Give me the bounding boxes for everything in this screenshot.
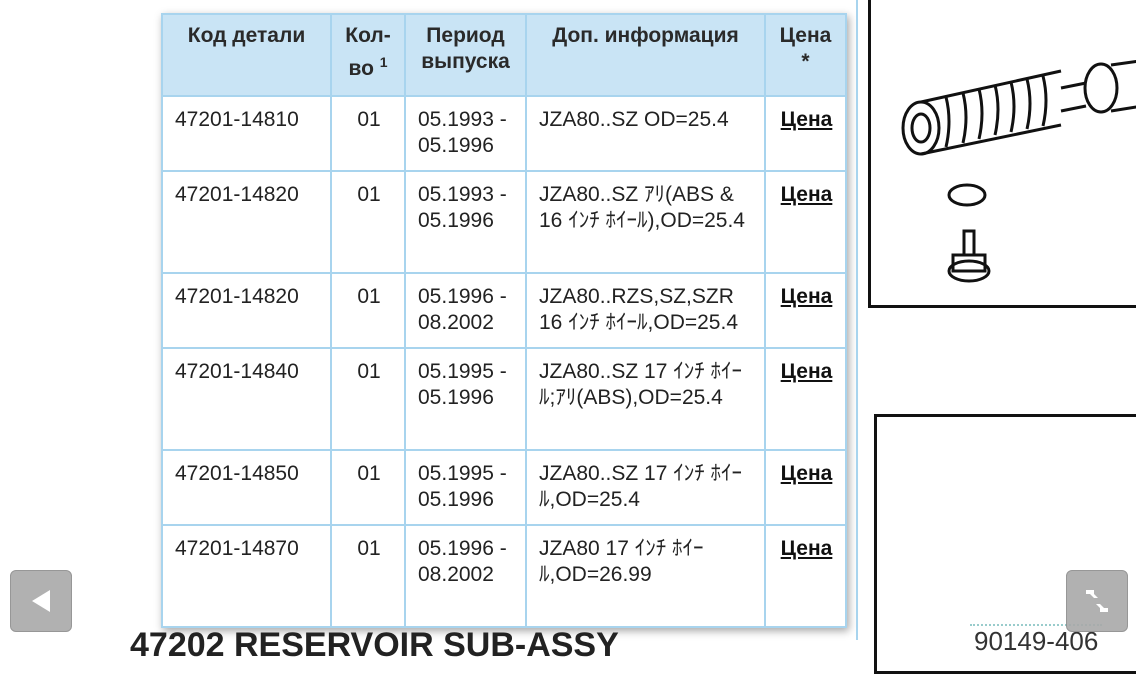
- price-link[interactable]: Цена: [780, 108, 833, 131]
- price-link[interactable]: Цена: [780, 285, 833, 308]
- quantity: 01: [357, 108, 381, 131]
- cell-price-link: Цена: [764, 347, 847, 451]
- cell-additional-info: JZA80 17 ｲﾝﾁ ﾎｲｰﾙ,OD=26.99: [525, 524, 766, 628]
- period: 05.1993 - 05.1996: [418, 183, 507, 232]
- table-row: 47201-14810 01 05.1993 - 05.1996 JZA80..SZ …: [161, 95, 847, 172]
- additional-info: JZA80..RZS,SZ,SZR 16 ｲﾝﾁ ﾎｲｰﾙ,OD=25.4: [539, 285, 738, 334]
- part-code: 47201-14820: [175, 285, 299, 308]
- cell-part-code: 47201-14820: [161, 272, 332, 349]
- cell-part-code: 47201-14870: [161, 524, 332, 628]
- part-code: 47201-14850: [175, 462, 299, 485]
- cell-quantity: 01: [330, 449, 406, 526]
- cell-quantity: 01: [330, 272, 406, 349]
- header-info: Доп. информация: [525, 13, 766, 97]
- price-link[interactable]: Цена: [780, 183, 833, 206]
- cell-price-link: Цена: [764, 95, 847, 172]
- cell-price-link: Цена: [764, 170, 847, 274]
- divider-line: [856, 0, 858, 640]
- parts-diagram: [868, 0, 1136, 308]
- table-row: 47201-14870 01 05.1996 - 08.2002 JZA80 17 ｲ…: [161, 524, 847, 628]
- back-button[interactable]: [10, 570, 72, 632]
- cell-period: 05.1993 - 05.1996: [404, 170, 527, 274]
- cell-part-code: 47201-14840: [161, 347, 332, 451]
- cell-price-link: Цена: [764, 272, 847, 349]
- header-period: Период выпуска: [404, 13, 527, 97]
- cell-part-code: 47201-14850: [161, 449, 332, 526]
- parts-table: Код детали Кол-во 1 Период выпуска Доп. …: [161, 13, 847, 628]
- additional-info: JZA80..SZ OD=25.4: [539, 108, 729, 131]
- cell-part-code: 47201-14820: [161, 170, 332, 274]
- period: 05.1996 - 08.2002: [418, 285, 507, 334]
- quantity: 01: [357, 537, 381, 560]
- cell-period: 05.1995 - 05.1996: [404, 347, 527, 451]
- price-link[interactable]: Цена: [780, 462, 833, 485]
- cell-quantity: 01: [330, 95, 406, 172]
- additional-info: JZA80..SZ ｱﾘ(ABS & 16 ｲﾝﾁ ﾎｲｰﾙ),OD=25.4: [539, 183, 745, 232]
- additional-info: JZA80..SZ 17 ｲﾝﾁ ﾎｲｰﾙ,OD=25.4: [539, 462, 743, 511]
- triangle-left-icon: [32, 590, 50, 612]
- cell-quantity: 01: [330, 347, 406, 451]
- cell-period: 05.1995 - 05.1996: [404, 449, 527, 526]
- header-code: Код детали: [161, 13, 332, 97]
- cell-additional-info: JZA80..SZ OD=25.4: [525, 95, 766, 172]
- period: 05.1995 - 05.1996: [418, 462, 507, 511]
- header-qty-label: Кол-во: [345, 24, 391, 80]
- table-row: 47201-14840 01 05.1995 - 05.1996 JZA80..SZ …: [161, 347, 847, 451]
- quantity: 01: [357, 285, 381, 308]
- quantity: 01: [357, 462, 381, 485]
- additional-info: JZA80..SZ 17 ｲﾝﾁ ﾎｲｰﾙ;ｱﾘ(ABS),OD=25.4: [539, 360, 743, 409]
- qty-footnote: 1: [379, 54, 388, 70]
- table-row: 47201-14820 01 05.1996 - 08.2002 JZA80..RZS…: [161, 272, 847, 349]
- table-row: 47201-14850 01 05.1995 - 05.1996 JZA80..SZ …: [161, 449, 847, 526]
- collapse-button[interactable]: [1066, 570, 1128, 632]
- price-link[interactable]: Цена: [780, 537, 833, 560]
- price-link[interactable]: Цена: [780, 360, 833, 383]
- cell-quantity: 01: [330, 170, 406, 274]
- master-cylinder-illustration: [901, 59, 1136, 283]
- quantity: 01: [357, 183, 381, 206]
- cell-additional-info: JZA80..SZ 17 ｲﾝﾁ ﾎｲｰﾙ,OD=25.4: [525, 449, 766, 526]
- header-price-label: Цена: [779, 24, 832, 47]
- cell-period: 05.1996 - 08.2002: [404, 272, 527, 349]
- cell-price-link: Цена: [764, 524, 847, 628]
- cell-price-link: Цена: [764, 449, 847, 526]
- additional-info: JZA80 17 ｲﾝﾁ ﾎｲｰﾙ,OD=26.99: [539, 537, 704, 586]
- quantity: 01: [357, 360, 381, 383]
- part-code: 47201-14840: [175, 360, 299, 383]
- period: 05.1995 - 05.1996: [418, 360, 507, 409]
- cell-quantity: 01: [330, 524, 406, 628]
- period: 05.1996 - 08.2002: [418, 537, 507, 586]
- cell-period: 05.1996 - 08.2002: [404, 524, 527, 628]
- shrink-arrows-icon: [1086, 590, 1108, 612]
- part-code: 47201-14820: [175, 183, 299, 206]
- period: 05.1993 - 05.1996: [418, 108, 507, 157]
- cell-period: 05.1993 - 05.1996: [404, 95, 527, 172]
- part-code: 47201-14870: [175, 537, 299, 560]
- price-footnote: *: [801, 50, 810, 73]
- part-code: 47201-14810: [175, 108, 299, 131]
- cell-additional-info: JZA80..SZ 17 ｲﾝﾁ ﾎｲｰﾙ;ｱﾘ(ABS),OD=25.4: [525, 347, 766, 451]
- header-qty: Кол-во 1: [330, 13, 406, 97]
- next-section-title[interactable]: 47202 RESERVOIR SUB-ASSY: [130, 626, 619, 664]
- cell-additional-info: JZA80..SZ ｱﾘ(ABS & 16 ｲﾝﾁ ﾎｲｰﾙ),OD=25.4: [525, 170, 766, 274]
- cell-part-code: 47201-14810: [161, 95, 332, 172]
- table-row: 47201-14820 01 05.1993 - 05.1996 JZA80..SZ …: [161, 170, 847, 274]
- header-price: Цена *: [764, 13, 847, 97]
- cell-additional-info: JZA80..RZS,SZ,SZR 16 ｲﾝﾁ ﾎｲｰﾙ,OD=25.4: [525, 272, 766, 349]
- table-header-row: Код детали Кол-во 1 Период выпуска Доп. …: [161, 13, 847, 97]
